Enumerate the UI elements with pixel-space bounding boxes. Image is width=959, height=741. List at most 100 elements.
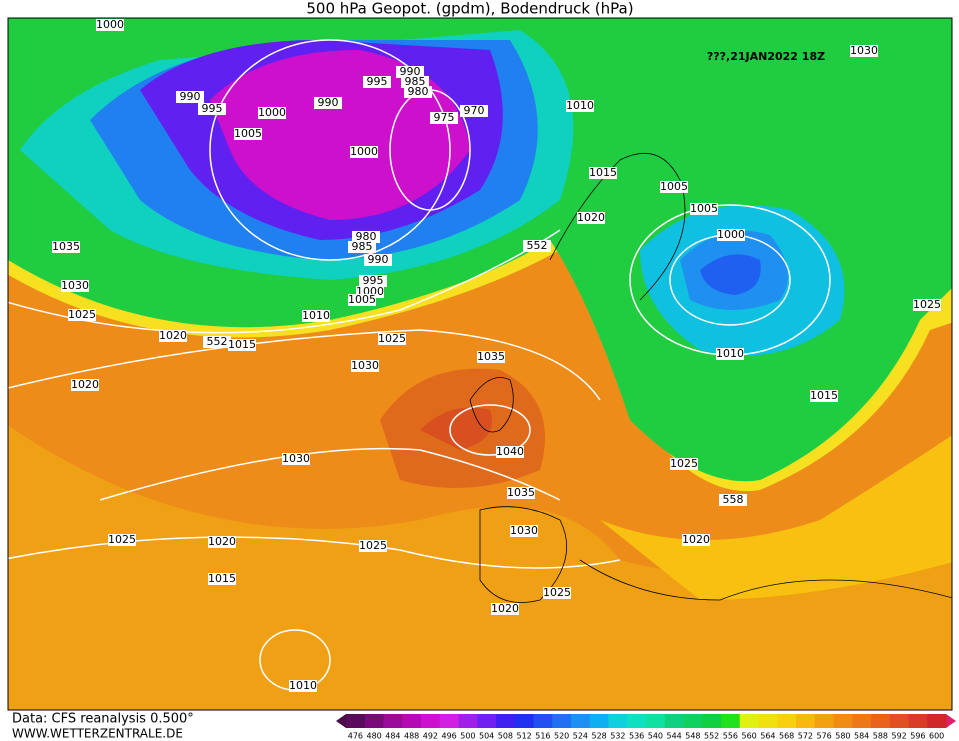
isobar-label: 980 — [408, 85, 429, 98]
isobar-label-bg — [460, 105, 488, 117]
colorbar-label: 516 — [535, 732, 550, 741]
colorbar-swatch — [627, 714, 647, 728]
colorbar-label: 484 — [385, 732, 400, 741]
isobar-label-bg — [352, 231, 380, 243]
isobar-label-bg — [404, 86, 432, 98]
isobar-label-bg — [566, 100, 594, 112]
source: Data: CFS reanalysis 0.500° — [12, 712, 194, 727]
isobar-label-bg — [491, 603, 519, 615]
isobar-label-bg — [670, 458, 698, 470]
isobar-label-bg — [477, 351, 505, 363]
isobar-label-bg — [289, 680, 317, 692]
colorbar-swatch — [364, 714, 384, 728]
colorbar-label: 524 — [573, 732, 588, 741]
colorbar-swatch — [739, 714, 759, 728]
isobar-label-bg — [719, 494, 747, 506]
map-frame — [7, 17, 953, 711]
isobar-label: 1025 — [68, 308, 96, 321]
colorbar-label: 476 — [348, 732, 363, 741]
isobar-label: 975 — [434, 111, 455, 124]
colorbar-label: 576 — [816, 732, 831, 741]
isobar-label-bg — [108, 534, 136, 546]
colorbar: 476 480 484 488 492 496 500 504 508 512 516 520 524 5… — [346, 714, 947, 741]
colorbar-label: 596 — [910, 732, 925, 741]
isobar-label: 1020 — [577, 211, 605, 224]
colorbar-swatch — [889, 714, 909, 728]
isobar-label: 1035 — [507, 486, 535, 499]
isobar-label-bg — [682, 534, 710, 546]
isobar-label: 1000 — [258, 106, 286, 119]
isobar-label: 1005 — [660, 180, 688, 193]
isobar-label: 1010 — [716, 347, 744, 360]
isobar-label: 1015 — [810, 389, 838, 402]
colorbar-swatch — [496, 714, 516, 728]
colorbar-swatch — [852, 714, 872, 728]
isobar-label-bg — [690, 203, 718, 215]
isobar-label-bg — [589, 167, 617, 179]
isobar-label-bg — [810, 390, 838, 402]
colorbar-swatch — [589, 714, 609, 728]
colorbar-label: 560 — [741, 732, 756, 741]
isobar-label: 1025 — [108, 533, 136, 546]
colorbar-swatch — [664, 714, 684, 728]
isobar-label: 1015 — [208, 572, 236, 585]
isobar-label-bg — [176, 91, 204, 103]
colorbar-arrow-left — [336, 714, 346, 728]
isobar-label: 1030 — [510, 524, 538, 537]
isobar-label-bg — [717, 229, 745, 241]
colorbar-swatch — [758, 714, 778, 728]
colorbar-label: 548 — [685, 732, 700, 741]
site: WWW.WETTERZENTRALE.DE — [12, 727, 183, 741]
isobar-label-bg — [401, 76, 429, 88]
colorbar-swatch — [571, 714, 591, 728]
colorbar-label: 540 — [648, 732, 663, 741]
colorbar-swatch — [514, 714, 534, 728]
colorbar-label: 592 — [891, 732, 906, 741]
colorbar-label: 528 — [591, 732, 606, 741]
colorbar-label: 572 — [798, 732, 813, 741]
isobar-label-bg — [302, 310, 330, 322]
isobar-label-bg — [348, 294, 376, 306]
isobar-label: 1030 — [282, 452, 310, 465]
isobar-label: 552 — [207, 335, 228, 348]
isobar-label: 1035 — [477, 350, 505, 363]
isobar-label: 990 — [368, 253, 389, 266]
isobar-label: 985 — [352, 240, 373, 253]
isobar-label-bg — [496, 446, 524, 458]
isobar-label-bg — [850, 45, 878, 57]
map-title: 500 hPa Geopot. (gpdm), Bodendruck (hPa) — [306, 0, 633, 18]
isobar-label-bg — [159, 330, 187, 342]
colorbar-label: 564 — [760, 732, 775, 741]
isobar-label: 1010 — [566, 99, 594, 112]
colorbar-label: 568 — [779, 732, 794, 741]
colorbar-swatch — [439, 714, 459, 728]
isobar-label-bg — [351, 360, 379, 372]
colorbar-swatch — [814, 714, 834, 728]
colorbar-label: 536 — [629, 732, 644, 741]
colorbar-label: 500 — [460, 732, 475, 741]
isobar-label: 995 — [363, 274, 384, 287]
isobar-label: 1010 — [302, 309, 330, 322]
isobar-label: 970 — [464, 104, 485, 117]
isobar-label-bg — [359, 275, 387, 287]
colorbar-label: 480 — [366, 732, 381, 741]
colorbar-label: 588 — [873, 732, 888, 741]
isobar-label: 990 — [180, 90, 201, 103]
isobar-label-bg — [234, 128, 262, 140]
colorbar-swatch — [608, 714, 628, 728]
isobar-label: 1025 — [359, 539, 387, 552]
isobar-label-bg — [359, 540, 387, 552]
isobar-label-bg — [378, 333, 406, 345]
colorbar-label: 508 — [498, 732, 513, 741]
colorbar-label: 492 — [423, 732, 438, 741]
colorbar-swatch — [927, 714, 947, 728]
isobar-label-bg — [510, 525, 538, 537]
isobar-label-bg — [913, 299, 941, 311]
isobar-label: 995 — [202, 102, 223, 115]
isobar-label-bg — [430, 112, 458, 124]
isobar-label: 1010 — [289, 679, 317, 692]
isobar-label: 1015 — [589, 166, 617, 179]
isobar-label: 1020 — [491, 602, 519, 615]
